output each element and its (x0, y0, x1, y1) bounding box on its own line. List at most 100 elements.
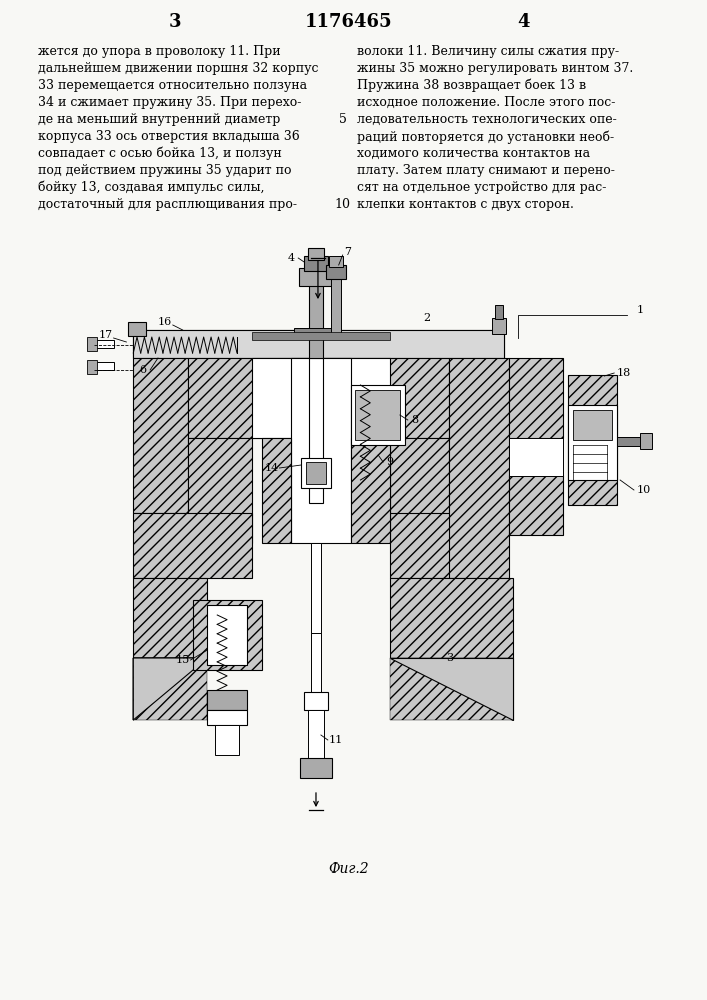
Text: 4: 4 (517, 13, 530, 31)
Text: 7: 7 (344, 247, 351, 257)
Text: ходимого количества контактов на: ходимого количества контактов на (358, 147, 590, 160)
Bar (262, 438, 291, 543)
Bar (187, 438, 252, 543)
Bar (329, 256, 343, 267)
Text: 3: 3 (445, 653, 453, 663)
Text: Пружина 38 возвращает боек 13 в: Пружина 38 возвращает боек 13 в (358, 79, 587, 93)
Bar (304, 692, 328, 710)
Bar (304, 256, 328, 271)
Text: 14: 14 (264, 463, 279, 473)
Text: 3: 3 (168, 13, 181, 31)
Text: дальнейшем движении поршня 32 корпус: дальнейшем движении поршня 32 корпус (37, 62, 318, 75)
Bar (351, 438, 390, 543)
Bar (308, 710, 324, 760)
Bar (390, 513, 454, 578)
Bar (356, 390, 400, 440)
Bar (207, 710, 247, 725)
Bar (299, 268, 334, 286)
Bar (300, 758, 332, 778)
Polygon shape (134, 658, 207, 720)
Text: совпадает с осью бойка 13, и ползун: совпадает с осью бойка 13, и ползун (37, 147, 281, 160)
Text: 4: 4 (288, 253, 295, 263)
Bar (301, 458, 331, 488)
Text: 1176465: 1176465 (305, 13, 392, 31)
Bar (492, 318, 506, 334)
Text: ледовательность технологических опе-: ледовательность технологических опе- (358, 113, 617, 126)
Text: 11: 11 (329, 735, 343, 745)
Bar (331, 275, 341, 335)
Bar (134, 658, 207, 720)
Bar (508, 475, 563, 535)
Bar (134, 330, 503, 358)
Bar (568, 405, 617, 480)
Text: 6: 6 (139, 365, 147, 375)
Text: раций повторяется до установки необ-: раций повторяется до установки необ- (358, 130, 614, 143)
Polygon shape (390, 658, 513, 720)
Text: 2: 2 (423, 313, 430, 323)
Text: корпуса 33 ось отверстия вкладыша 36: корпуса 33 ось отверстия вкладыша 36 (37, 130, 299, 143)
Text: 15: 15 (175, 655, 189, 665)
Bar (134, 513, 252, 578)
Bar (390, 578, 513, 658)
Bar (192, 600, 262, 670)
Bar (508, 358, 563, 438)
Text: сят на отдельное устройство для рас-: сят на отдельное устройство для рас- (358, 181, 607, 194)
Bar (308, 248, 324, 260)
Bar (568, 375, 617, 505)
Bar (291, 358, 351, 543)
Bar (215, 725, 239, 755)
Bar (508, 438, 563, 476)
Bar (134, 578, 207, 658)
Bar (294, 328, 338, 336)
Text: 17: 17 (98, 330, 112, 340)
Bar (306, 462, 326, 484)
Text: де на меньший внутренний диаметр: де на меньший внутренний диаметр (37, 113, 280, 126)
Bar (311, 633, 321, 693)
Bar (351, 385, 405, 445)
Text: 18: 18 (617, 368, 631, 378)
Text: 34 и сжимает пружину 35. При перехо-: 34 и сжимает пружину 35. При перехо- (37, 96, 301, 109)
Text: жется до упора в проволоку 11. При: жется до упора в проволоку 11. При (37, 45, 280, 58)
Polygon shape (134, 658, 207, 720)
Bar (449, 358, 508, 578)
Text: 5: 5 (339, 113, 346, 126)
Bar (134, 330, 503, 358)
Text: клепки контактов с двух сторон.: клепки контактов с двух сторон. (358, 198, 574, 211)
Bar (309, 358, 323, 503)
Bar (94, 362, 114, 370)
Text: 9: 9 (387, 457, 394, 467)
Text: Фиг.2: Фиг.2 (328, 862, 369, 876)
Bar (311, 543, 321, 633)
Bar (207, 690, 247, 710)
Bar (187, 358, 449, 438)
Bar (207, 605, 247, 665)
Bar (87, 337, 97, 351)
Text: жины 35 можно регулировать винтом 37.: жины 35 можно регулировать винтом 37. (358, 62, 633, 75)
Bar (390, 438, 449, 543)
Text: 8: 8 (411, 415, 419, 425)
Text: достаточный для расплющивания про-: достаточный для расплющивания про- (37, 198, 296, 211)
Bar (94, 340, 114, 348)
Text: плату. Затем плату снимают и перено-: плату. Затем плату снимают и перено- (358, 164, 615, 177)
Bar (573, 410, 612, 440)
Text: исходное положение. После этого пос-: исходное положение. После этого пос- (358, 96, 616, 109)
Text: бойку 13, создавая импульс силы,: бойку 13, создавая импульс силы, (37, 181, 264, 194)
Bar (495, 305, 503, 319)
Bar (390, 658, 513, 720)
Text: 1: 1 (636, 305, 643, 315)
Polygon shape (390, 658, 513, 720)
Bar (252, 358, 390, 438)
Bar (326, 265, 346, 279)
Text: 33 перемещается относительно ползуна: 33 перемещается относительно ползуна (37, 79, 307, 92)
Bar (87, 360, 97, 374)
Bar (129, 322, 146, 336)
Text: волоки 11. Величину силы сжатия пру-: волоки 11. Величину силы сжатия пру- (358, 45, 619, 58)
Bar (617, 437, 647, 446)
Text: под действием пружины 35 ударит по: под действием пружины 35 ударит по (37, 164, 291, 177)
Bar (309, 275, 323, 358)
Bar (640, 433, 652, 449)
Bar (134, 330, 503, 358)
Text: 10: 10 (334, 198, 351, 211)
Bar (134, 358, 187, 513)
Bar (252, 332, 390, 340)
